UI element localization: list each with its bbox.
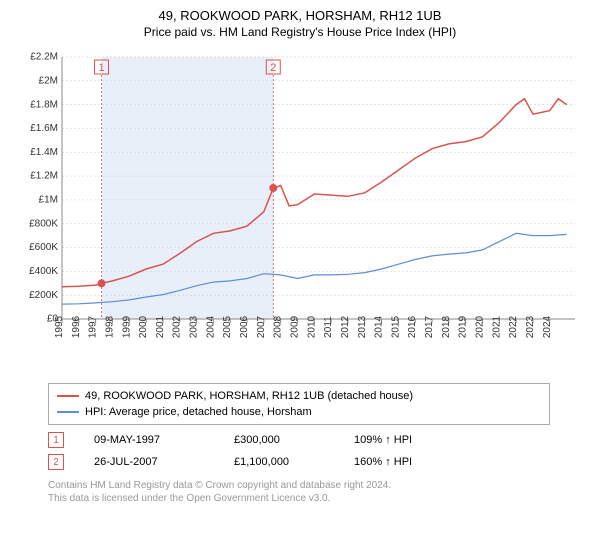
svg-text:2003: 2003 [189,315,200,338]
table-row: 2 26-JUL-2007 £1,100,000 160% ↑ HPI [48,451,532,473]
svg-text:2018: 2018 [441,315,452,338]
svg-text:2017: 2017 [424,315,435,338]
svg-text:2002: 2002 [172,315,183,338]
marker-badge: 1 [48,432,64,448]
tx-price: £1,100,000 [234,456,334,468]
page-subtitle: Price paid vs. HM Land Registry's House … [10,25,590,39]
page-title: 49, ROOKWOOD PARK, HORSHAM, RH12 1UB [10,8,590,23]
footer-attribution: Contains HM Land Registry data © Crown c… [48,479,590,505]
svg-text:1: 1 [98,62,104,74]
tx-date: 26-JUL-2007 [94,456,214,468]
svg-text:£1M: £1M [39,195,58,206]
svg-text:2014: 2014 [374,315,385,338]
footer-line: Contains HM Land Registry data © Crown c… [48,479,590,492]
svg-text:1995: 1995 [54,315,65,338]
svg-text:2005: 2005 [222,315,233,338]
svg-text:2015: 2015 [390,315,401,338]
svg-text:1999: 1999 [121,315,132,338]
tx-price: £300,000 [234,434,334,446]
legend: 49, ROOKWOOD PARK, HORSHAM, RH12 1UB (de… [48,383,550,425]
svg-text:2011: 2011 [323,316,334,338]
svg-text:£200K: £200K [29,290,58,301]
legend-row-hpi: HPI: Average price, detached house, Hors… [57,404,541,420]
table-row: 1 09-MAY-1997 £300,000 109% ↑ HPI [48,429,532,451]
svg-text:2001: 2001 [155,315,166,338]
svg-text:2013: 2013 [357,315,368,338]
legend-row-property: 49, ROOKWOOD PARK, HORSHAM, RH12 1UB (de… [57,388,541,404]
svg-text:£600K: £600K [29,242,58,253]
legend-label: HPI: Average price, detached house, Hors… [85,406,312,418]
marker-badge: 2 [48,454,64,470]
svg-text:2020: 2020 [474,315,485,338]
svg-text:£1.4M: £1.4M [30,147,58,158]
svg-text:2019: 2019 [458,315,469,338]
transactions-table: 1 09-MAY-1997 £300,000 109% ↑ HPI 2 26-J… [48,429,532,473]
svg-text:£400K: £400K [29,266,58,277]
price-chart: £0£200K£400K£600K£800K£1M£1.2M£1.4M£1.6M… [20,47,580,377]
legend-swatch-property [57,395,79,397]
svg-text:2008: 2008 [273,315,284,338]
tx-date: 09-MAY-1997 [94,434,214,446]
svg-text:£2.2M: £2.2M [30,52,58,63]
tx-pct: 109% ↑ HPI [354,434,464,446]
svg-text:2021: 2021 [491,315,502,338]
svg-text:2016: 2016 [407,315,418,338]
svg-text:2006: 2006 [239,315,250,338]
svg-text:2023: 2023 [525,315,536,338]
svg-text:2009: 2009 [289,315,300,338]
svg-text:£2M: £2M [39,75,58,86]
legend-swatch-hpi [57,411,79,413]
svg-text:2000: 2000 [138,315,149,338]
tx-pct: 160% ↑ HPI [354,456,464,468]
svg-text:2024: 2024 [542,315,553,338]
svg-text:2004: 2004 [205,315,216,338]
svg-text:£1.8M: £1.8M [30,99,58,110]
svg-text:£800K: £800K [29,218,58,229]
legend-label: 49, ROOKWOOD PARK, HORSHAM, RH12 1UB (de… [85,390,413,402]
svg-text:£1.6M: £1.6M [30,123,58,134]
svg-text:2: 2 [270,62,276,74]
svg-text:2010: 2010 [306,315,317,338]
svg-text:1997: 1997 [88,315,99,338]
footer-line: This data is licensed under the Open Gov… [48,492,590,505]
svg-text:2012: 2012 [340,315,351,338]
svg-text:1998: 1998 [104,315,115,338]
svg-text:£1.2M: £1.2M [30,171,58,182]
svg-text:2022: 2022 [508,315,519,338]
svg-text:1996: 1996 [71,315,82,338]
svg-text:2007: 2007 [256,315,267,338]
